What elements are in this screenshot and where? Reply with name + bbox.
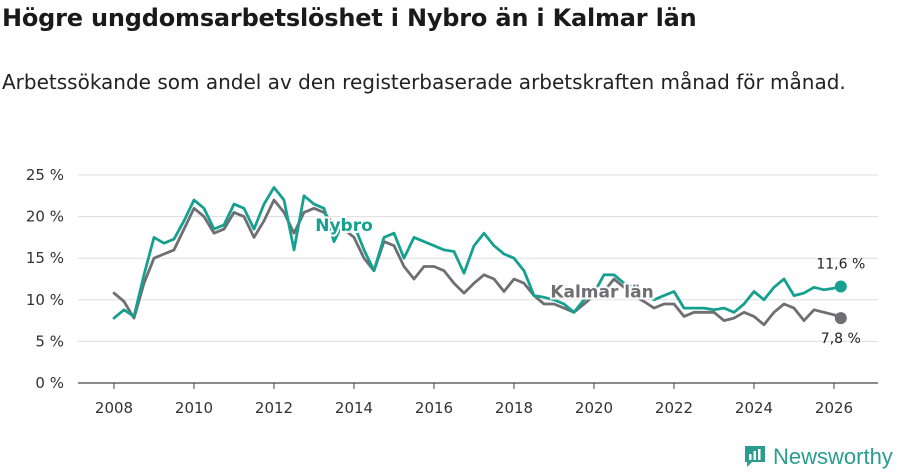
y-tick-label: 15 % xyxy=(26,249,64,267)
newsworthy-logo-icon xyxy=(745,446,765,467)
y-tick-label: 20 % xyxy=(26,208,64,226)
x-tick-label: 2008 xyxy=(95,399,133,417)
series-end-label: 11,6 % xyxy=(816,256,865,272)
x-tick-label: 2012 xyxy=(255,399,293,417)
y-tick-label: 25 % xyxy=(26,166,64,184)
x-tick-label: 2020 xyxy=(575,399,613,417)
series-label-nybro: Nybro xyxy=(315,216,373,236)
series-line-kalmar-ln xyxy=(112,198,843,327)
brand-name: Newsworthy xyxy=(773,444,893,469)
series-line-nybro xyxy=(112,186,843,320)
x-tick-label: 2024 xyxy=(735,399,773,417)
y-tick-label: 5 % xyxy=(35,332,64,350)
x-tick-label: 2014 xyxy=(335,399,373,417)
x-tick-label: 2026 xyxy=(815,399,853,417)
series-label-kalmar: Kalmar län xyxy=(550,282,653,302)
brand-logo: Newsworthy xyxy=(743,442,893,472)
chart-subtitle: Arbetssökande som andel av den registerb… xyxy=(2,70,846,94)
chart-title: Högre ungdomsarbetslöshet i Nybro än i K… xyxy=(2,4,697,32)
series-end-point xyxy=(834,312,847,325)
x-tick-label: 2022 xyxy=(655,399,693,417)
series-end-label: 7,8 % xyxy=(821,331,861,347)
series-end-point xyxy=(834,280,847,293)
x-tick-label: 2018 xyxy=(495,399,533,417)
x-tick-label: 2010 xyxy=(175,399,213,417)
x-tick-label: 2016 xyxy=(415,399,453,417)
y-tick-label: 0 % xyxy=(35,374,64,392)
y-tick-label: 10 % xyxy=(26,291,64,309)
